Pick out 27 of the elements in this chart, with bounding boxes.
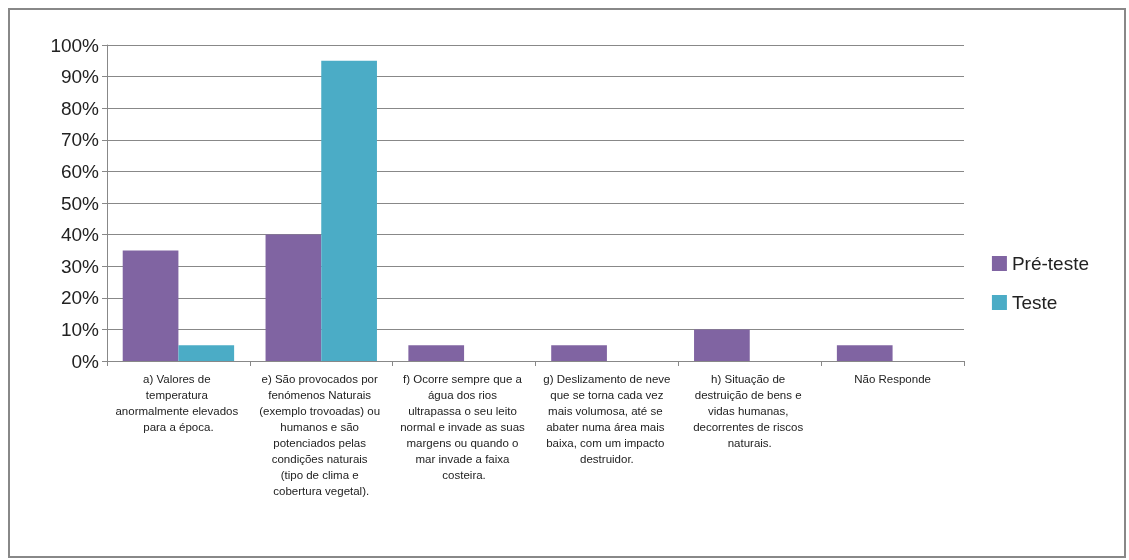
x-tick-label: Não Responde [854, 373, 931, 385]
y-tick-label: 90% [60, 66, 100, 88]
y-tick-label: 30% [60, 255, 100, 277]
x-tick-label: g) Deslizamento de neve que se torna cada vez mais volumosa, até se abater numa área mais baixa, com um impacto destruidor. [543, 373, 671, 465]
y-tick-label: 10% [60, 318, 100, 340]
bar [265, 234, 322, 361]
y-tick-label: 70% [60, 129, 100, 151]
y-tick-label: 20% [60, 287, 100, 309]
y-tick-label: 60% [60, 160, 100, 182]
bar [694, 329, 750, 361]
bar [836, 345, 893, 361]
x-tick-label: a) Valores de temperatura anormalmente elevados para a época. [115, 373, 242, 433]
x-tick-label: h) Situação de destruição de bens e vidas humanas, decorrentes de riscos naturais. [693, 373, 807, 449]
y-tick-label: 100% [50, 34, 100, 56]
x-tick-label: f) Ocorre sempre que a água dos rios ultrapassa o seu leito normal e invade as suas margens ou quando o mar invade a faixa costeira. [400, 373, 529, 481]
y-tick-label: 40% [60, 224, 100, 246]
bar [321, 60, 377, 361]
x-tick-label: e) São provocados por fenómenos Naturais (exemplo trovoadas) ou humanos e são potenciados pelas condições naturais (tipo de clima e cobertura vegetal). [259, 373, 384, 497]
y-tick-label: 0% [71, 350, 100, 372]
y-tick-label: 80% [60, 97, 100, 119]
y-tick-label: 50% [60, 192, 100, 214]
bar [408, 345, 465, 361]
bar [178, 345, 235, 361]
legend-label: Pré-teste [1011, 253, 1090, 274]
bar [551, 345, 607, 361]
legend-label: Teste [1011, 292, 1058, 313]
bar [122, 250, 179, 361]
